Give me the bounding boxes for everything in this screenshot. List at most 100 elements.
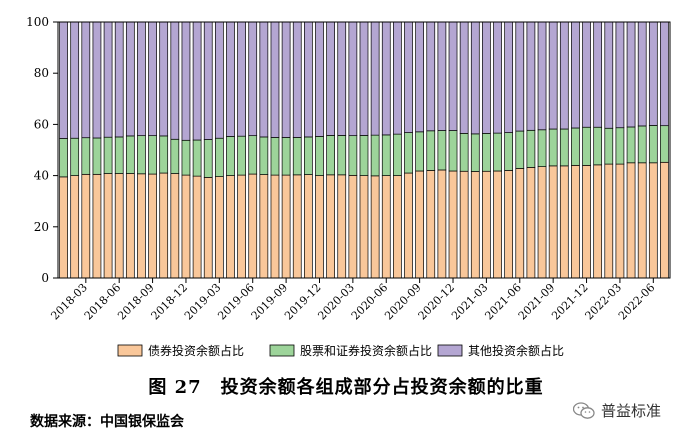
bar-segment-3-2021-04 (493, 21, 502, 134)
bar-segment-3-2019-12 (315, 21, 324, 137)
bar-segment-2-2018-02 (70, 137, 80, 176)
bar-segment-2-2019-08 (270, 137, 280, 176)
bar-segment-2-2018-01 (59, 138, 68, 178)
bar-segment-1-2021-04 (493, 170, 502, 279)
y-tick-label: 60 (34, 117, 49, 131)
bar-segment-1-2018-05 (103, 173, 113, 279)
bar-segment-2-2019-10 (292, 137, 302, 176)
y-tick-label: 0 (41, 271, 49, 285)
bar-segment-1-2022-03 (615, 163, 625, 279)
bar-segment-3-2019-09 (281, 21, 291, 138)
bar-segment-3-2021-03 (482, 21, 491, 134)
bar-segment-1-2020-04 (359, 175, 369, 279)
bar-segment-3-2019-10 (292, 21, 302, 138)
bar-segment-3-2020-07 (393, 21, 402, 135)
bar-segment-3-2018-06 (114, 21, 124, 138)
figure-caption: 图 27 投资余额各组成部分占投资余额的比重 (148, 377, 544, 398)
bar-segment-3-2021-10 (559, 21, 569, 130)
bar-segment-1-2022-07 (660, 161, 669, 279)
bar-segment-2-2019-11 (304, 136, 313, 175)
bar-segment-1-2019-06 (248, 173, 258, 279)
bar-segment-3-2019-11 (304, 21, 313, 138)
bar-segment-2-2020-03 (348, 135, 358, 176)
data-source: 数据来源：中国银保监会 (30, 414, 184, 430)
bar-segment-2-2022-05 (637, 125, 647, 164)
bar-segment-3-2021-01 (459, 21, 469, 134)
legend-label-1: 债券投资余额占比 (148, 343, 244, 358)
bar-segment-1-2022-06 (648, 162, 658, 279)
bar-segment-1-2018-04 (92, 173, 102, 279)
bar-segment-2-2021-03 (482, 133, 491, 172)
stacked-bar-chart: 0204060801002018-032018-062018-092018-12… (26, 15, 671, 358)
bar-segment-1-2019-02 (203, 177, 213, 279)
bar-segment-1-2021-01 (459, 170, 469, 279)
legend-swatch-1 (117, 344, 143, 357)
bar-segment-1-2022-04 (626, 162, 636, 279)
bar-segment-2-2022-04 (626, 126, 636, 164)
bar-segment-1-2021-06 (515, 168, 525, 279)
bar-segment-3-2021-06 (515, 21, 525, 132)
bar-segment-1-2018-12 (181, 174, 191, 279)
bar-segment-3-2022-04 (626, 21, 636, 128)
bar-segment-3-2021-08 (537, 21, 547, 131)
legend-label-2: 股票和证券投资余额占比 (300, 343, 432, 358)
bar-segment-2-2019-07 (259, 136, 269, 175)
bar-segment-2-2020-01 (326, 135, 335, 176)
bar-segment-1-2022-01 (593, 164, 603, 279)
bar-segment-1-2018-07 (125, 173, 135, 279)
bar-segment-3-2020-12 (448, 21, 458, 131)
bar-segment-2-2020-04 (359, 135, 369, 176)
bar-segment-2-2020-11 (437, 130, 447, 171)
bar-segment-3-2020-11 (437, 21, 447, 131)
bar-segment-2-2020-10 (426, 130, 436, 171)
bar-segment-3-2019-08 (270, 21, 280, 138)
bar-segment-3-2019-04 (226, 21, 235, 137)
bar-segment-2-2022-07 (660, 125, 669, 163)
bar-segment-1-2021-02 (470, 171, 480, 279)
bar-segment-3-2021-11 (571, 21, 580, 129)
bar-segment-1-2018-08 (137, 173, 146, 279)
bar-segment-1-2021-03 (482, 170, 491, 279)
wechat-icon (573, 401, 595, 419)
bar-segment-2-2019-05 (237, 135, 246, 176)
bar-segment-1-2020-01 (326, 174, 335, 279)
bar-segment-2-2018-11 (170, 138, 180, 174)
bar-segment-1-2019-04 (226, 175, 235, 279)
bar-segment-1-2018-06 (114, 173, 124, 279)
bar-segment-1-2020-10 (426, 170, 436, 279)
bar-segment-1-2021-12 (582, 165, 591, 279)
bar-segment-3-2018-05 (103, 21, 113, 138)
bar-segment-1-2018-11 (170, 173, 180, 279)
bar-segment-2-2021-07 (526, 129, 536, 168)
bar-segment-1-2019-10 (292, 174, 302, 279)
bar-segment-2-2020-07 (393, 133, 402, 176)
bar-segment-3-2021-07 (526, 21, 536, 131)
bar-segment-2-2020-08 (404, 132, 413, 174)
bar-segment-3-2022-06 (648, 21, 658, 126)
bar-segment-2-2021-04 (493, 132, 502, 172)
legend-label-3: 其他投资余额占比 (468, 343, 564, 358)
bar-segment-1-2020-07 (393, 175, 402, 279)
bar-segment-1-2018-09 (148, 173, 157, 279)
bar-segment-2-2019-09 (281, 137, 291, 176)
legend: 债券投资余额占比 股票和证券投资余额占比 其他投资余额占比 (117, 343, 564, 358)
bar-segment-2-2020-12 (448, 130, 458, 172)
bar-segment-2-2019-01 (192, 139, 202, 177)
bar-segment-1-2019-08 (270, 174, 280, 279)
bar-segment-3-2018-11 (170, 21, 180, 140)
bar-segment-2-2020-05 (370, 134, 380, 177)
bar-segment-3-2021-09 (548, 21, 558, 130)
bar-segment-2-2021-10 (559, 128, 569, 167)
bar-segment-3-2018-02 (70, 21, 80, 139)
bar-segment-3-2020-08 (404, 21, 413, 133)
bar-segment-3-2020-03 (348, 21, 358, 137)
bar-segment-1-2018-10 (159, 172, 169, 279)
bar-segment-3-2020-10 (426, 21, 436, 132)
bar-segment-1-2020-08 (404, 172, 413, 279)
bar-segment-3-2020-09 (415, 21, 424, 133)
bar-segment-1-2020-09 (415, 170, 424, 279)
y-tick-label: 80 (34, 66, 49, 80)
bar-segment-1-2019-07 (259, 174, 269, 279)
bar-segment-2-2018-05 (103, 136, 113, 174)
bar-segment-3-2022-07 (660, 21, 669, 127)
